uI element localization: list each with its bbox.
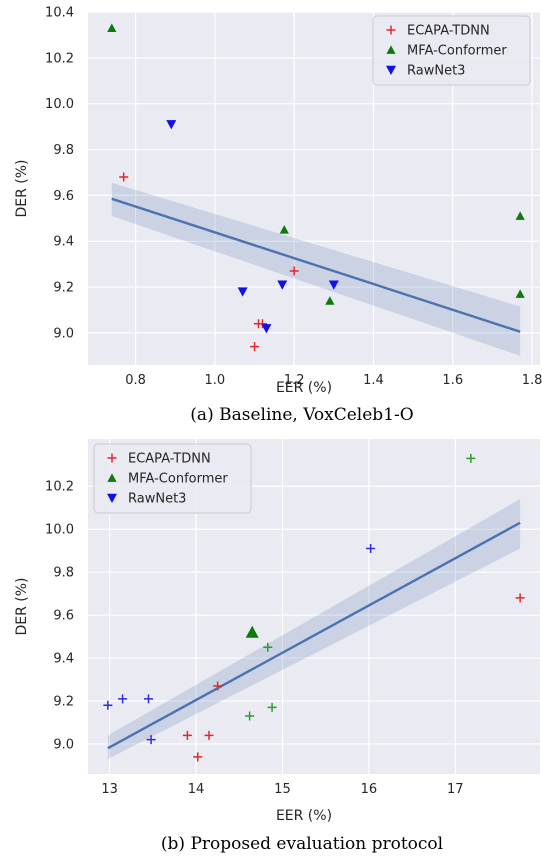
y-tick-label: 10.2 <box>45 51 74 66</box>
data-point <box>263 642 273 652</box>
y-tick-label: 9.4 <box>53 235 74 250</box>
legend-box <box>372 15 531 86</box>
series-rawnet3 <box>103 544 376 745</box>
y-tick-label: 9.2 <box>53 694 74 709</box>
x-tick-label: 1.0 <box>205 373 226 388</box>
data-point <box>328 280 339 290</box>
legend-marker <box>386 65 396 75</box>
chart-panel-a: 0.8 1.0 1.2 1.4 1.6 1.8 9.0 9.2 9.4 9.6 9.8 10.0 10.… <box>14 6 542 397</box>
x-axis-label: EER (%) <box>276 380 332 396</box>
series-mfa-conformer <box>245 625 259 638</box>
y-tick-label: 9.4 <box>53 652 74 667</box>
y-tick-label: 9.0 <box>53 326 74 341</box>
legend-marker <box>107 453 117 463</box>
y-tick-label: 9.8 <box>53 566 74 581</box>
data-point <box>515 593 525 603</box>
y-tick-label: 9.2 <box>53 281 74 296</box>
y-tick-label: 9.8 <box>53 143 74 158</box>
x-tick-label: 17 <box>447 782 464 797</box>
legend-marker <box>386 25 396 35</box>
figure-caption: (a) Baseline, VoxCeleb1-O <box>190 405 413 425</box>
data-point <box>237 287 248 297</box>
data-point <box>143 694 153 704</box>
y-tick-label: 10.0 <box>45 97 74 112</box>
data-point <box>213 681 223 691</box>
data-point <box>325 296 335 305</box>
data-point <box>245 711 255 721</box>
data-point <box>279 225 289 234</box>
x-tick-label: 13 <box>101 782 118 797</box>
legend-box <box>93 443 252 514</box>
legend-label: RawNet3 <box>128 492 186 507</box>
x-tick-label: 1.4 <box>363 373 384 388</box>
legend-label: ECAPA-TDNN <box>128 452 211 467</box>
series-mfa-conformer <box>107 23 525 305</box>
x-tick-label: 14 <box>188 782 205 797</box>
data-point <box>277 280 288 290</box>
data-point <box>107 23 117 32</box>
data-point <box>103 700 113 710</box>
legend-marker <box>386 45 396 54</box>
data-point <box>257 319 267 329</box>
data-point <box>250 342 260 352</box>
data-point <box>119 172 129 182</box>
legend: ECAPA-TDNN MFA-Conformer RawNet3 <box>93 443 252 514</box>
figure-caption: (b) Proposed evaluation protocol <box>161 834 443 854</box>
legend-label: MFA-Conformer <box>128 472 228 487</box>
data-point <box>146 735 156 745</box>
x-tick-label: 1.2 <box>284 373 305 388</box>
regression-line <box>107 521 521 750</box>
chart-panel-b: 13 14 15 16 17 9.0 9.2 9.4 9.6 9.8 10.0 10.2 EER (%)… <box>14 439 540 824</box>
y-tick-label: 10.4 <box>45 6 74 21</box>
confidence-band <box>107 499 521 759</box>
legend-label: RawNet3 <box>407 64 465 79</box>
x-axis-label: EER (%) <box>276 808 332 824</box>
y-tick-label: 9.6 <box>53 189 74 204</box>
confidence-band <box>111 182 521 356</box>
y-axis-label: DER (%) <box>14 159 30 217</box>
data-point <box>261 324 272 334</box>
data-point <box>204 730 214 740</box>
legend-label: MFA-Conformer <box>407 44 507 59</box>
series-mfa-conformer <box>245 453 476 721</box>
data-point <box>182 730 192 740</box>
series-ecapa-tdnn <box>182 593 525 762</box>
data-point <box>515 289 525 298</box>
data-point <box>193 752 203 762</box>
data-point <box>245 625 259 638</box>
data-point <box>466 453 476 463</box>
x-tick-label: 1.6 <box>442 373 463 388</box>
legend-marker <box>107 493 117 503</box>
series-ecapa-tdnn <box>119 172 299 352</box>
legend-label: ECAPA-TDNN <box>407 24 490 39</box>
data-point <box>289 266 299 276</box>
y-tick-label: 9.0 <box>53 737 74 752</box>
y-axis-label: DER (%) <box>14 577 30 635</box>
data-point <box>166 120 177 130</box>
y-tick-label: 10.0 <box>45 523 74 538</box>
data-point <box>118 694 128 704</box>
x-tick-label: 0.8 <box>125 373 146 388</box>
x-tick-label: 15 <box>274 782 291 797</box>
x-tick-label: 1.8 <box>522 373 542 388</box>
legend: ECAPA-TDNN MFA-Conformer RawNet3 <box>372 15 531 86</box>
data-point <box>515 211 525 220</box>
x-tick-label: 16 <box>361 782 378 797</box>
data-point <box>366 544 376 554</box>
y-tick-label: 10.2 <box>45 480 74 495</box>
data-point <box>267 702 277 712</box>
y-tick-label: 9.6 <box>53 609 74 624</box>
series-rawnet3 <box>166 120 339 334</box>
legend-marker <box>107 473 117 482</box>
regression-line <box>111 197 521 333</box>
